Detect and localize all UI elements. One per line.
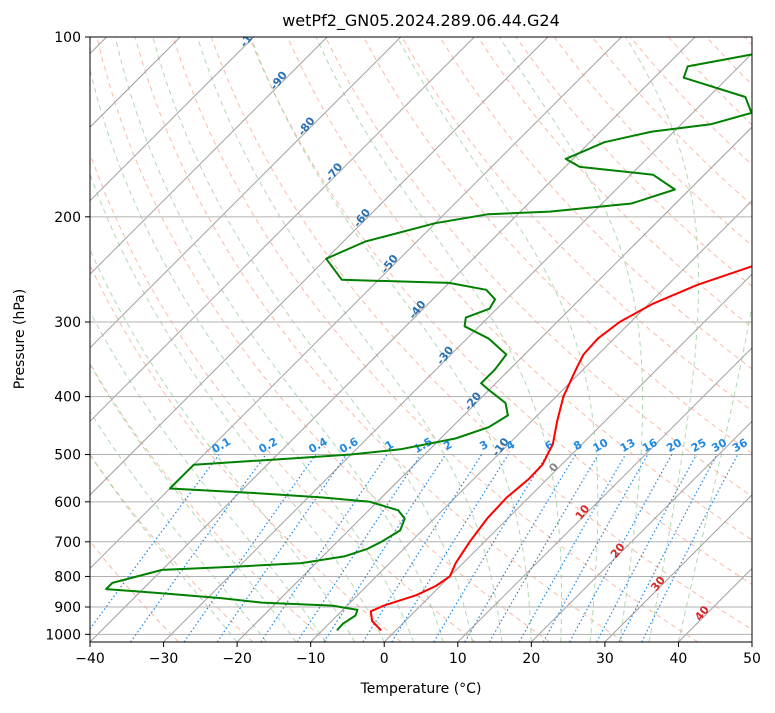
x-axis-label: Temperature (°C) — [360, 681, 482, 697]
dry-adiabat — [630, 37, 775, 642]
moist-adiabat — [678, 37, 769, 642]
mixing-ratio-line — [363, 455, 482, 643]
isotherm-label: -70 — [323, 160, 346, 184]
y-tick-label: 100 — [54, 30, 81, 46]
mixing-ratio-line — [519, 455, 625, 643]
isotherm-label: -50 — [378, 252, 401, 276]
x-tick-label: 30 — [596, 651, 614, 667]
mixing-ratio-label: 25 — [689, 436, 709, 455]
dry-adiabat — [707, 37, 775, 642]
moist-adiabat — [0, 37, 237, 642]
y-tick-label: 800 — [54, 569, 81, 585]
y-tick-label: 900 — [54, 600, 81, 616]
moist-adiabat — [316, 37, 561, 642]
isotherm — [90, 37, 695, 642]
moist-adiabat — [55, 37, 385, 642]
isotherms — [0, 37, 775, 642]
y-tick-label: 700 — [54, 535, 81, 551]
y-tick-label: 400 — [54, 390, 81, 406]
dry-adiabat — [478, 37, 775, 642]
moist-adiabat — [0, 37, 267, 642]
isotherm-label: 20 — [608, 540, 628, 560]
isotherm-label: 10 — [573, 502, 593, 522]
x-tick-label: −10 — [296, 651, 326, 667]
plot-frame — [90, 37, 752, 642]
mixing-ratio-label: 0.4 — [306, 435, 330, 456]
y-tick-label: 500 — [54, 448, 81, 464]
isotherm-label: -90 — [267, 69, 290, 93]
mixing-ratio-label: 30 — [709, 436, 729, 455]
isotherm — [237, 37, 775, 642]
isotherm-label: -30 — [434, 343, 457, 367]
moist-adiabat — [197, 37, 502, 642]
mixing-ratio-label: 0.6 — [337, 435, 361, 456]
mixing-ratio-lines — [81, 455, 738, 643]
x-tick-label: −30 — [149, 651, 179, 667]
pressure-gridlines — [90, 37, 752, 634]
mixing-ratio-line — [324, 455, 446, 643]
isotherm — [384, 37, 775, 642]
isotherm — [0, 37, 254, 642]
isotherm — [16, 37, 621, 642]
isotherm — [311, 37, 775, 642]
chart-title: wetPf2_GN05.2024.289.06.44.G24 — [282, 11, 560, 31]
moist-adiabats — [0, 37, 769, 642]
x-tick-label: −40 — [75, 651, 105, 667]
y-axis-label: Pressure (hPa) — [12, 289, 28, 389]
dry-adiabat — [59, 37, 476, 642]
isotherm — [678, 37, 775, 642]
mixing-ratio-label: 0.1 — [210, 435, 233, 456]
mixing-ratio-label: 13 — [618, 436, 638, 455]
dry-adiabat — [745, 37, 775, 642]
isotherm-label: -100 — [237, 20, 264, 50]
y-axis: 100 200 300 400 500 600 700 800 900 1000 — [45, 30, 90, 643]
mixing-ratio-label: 10 — [591, 436, 611, 455]
moist-adiabat — [0, 37, 296, 642]
y-tick-label: 300 — [54, 315, 81, 331]
x-tick-label: 10 — [449, 651, 467, 667]
mixing-ratio-label: 16 — [640, 436, 660, 455]
mixing-ratio-line — [81, 455, 220, 643]
isotherm-label: 0 — [546, 460, 561, 474]
mixing-ratio-label: 0.2 — [256, 435, 279, 456]
mixing-ratio-line — [131, 455, 266, 643]
isotherm-label: -40 — [406, 298, 429, 322]
y-tick-label: 1000 — [45, 627, 81, 643]
moist-adiabat — [397, 37, 598, 642]
isotherm-label: -20 — [462, 389, 485, 413]
isotherm-label: -80 — [295, 114, 318, 138]
dry-adiabat — [0, 37, 253, 642]
dry-adiabats — [0, 37, 775, 642]
x-tick-label: 20 — [522, 651, 540, 667]
x-tick-label: 40 — [670, 651, 688, 667]
x-tick-label: 0 — [380, 651, 389, 667]
mixing-ratio-label: 8 — [571, 438, 584, 453]
dry-adiabat — [21, 37, 402, 642]
x-tick-label: −20 — [222, 651, 252, 667]
y-tick-label: 200 — [54, 210, 81, 226]
y-tick-label: 600 — [54, 495, 81, 511]
moist-adiabat — [7, 37, 326, 642]
isotherm-label: 40 — [692, 603, 712, 623]
isotherm — [531, 37, 775, 642]
mixing-ratio-label: 36 — [730, 436, 750, 455]
x-tick-label: 50 — [743, 651, 761, 667]
mixing-ratio-label: 20 — [664, 436, 684, 455]
x-axis: −40 −30 −20 −10 0 10 20 30 40 50 — [75, 642, 761, 667]
isotherm — [0, 37, 401, 642]
isotherm — [752, 37, 775, 642]
moist-adiabat — [83, 37, 414, 642]
